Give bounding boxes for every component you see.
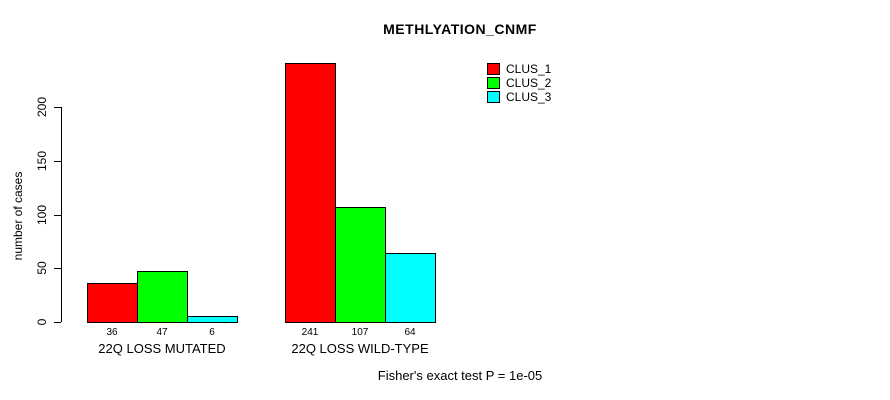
legend-swatch-icon bbox=[487, 77, 500, 89]
bar-clus_2-2 bbox=[335, 206, 386, 323]
legend: CLUS_1 CLUS_2 CLUS_3 bbox=[487, 62, 551, 104]
legend-row: CLUS_3 bbox=[487, 90, 551, 104]
y-axis-tick bbox=[54, 214, 61, 216]
y-axis-tick bbox=[54, 160, 61, 162]
legend-label: CLUS_3 bbox=[506, 90, 552, 104]
bar-value-label: 36 bbox=[106, 327, 118, 338]
y-axis-tick bbox=[54, 107, 61, 108]
bar-value-label: 107 bbox=[351, 327, 369, 338]
y-axis-label: number of cases bbox=[11, 171, 25, 261]
bar-clus_3-2 bbox=[385, 253, 436, 323]
y-axis-tick-label: 50 bbox=[35, 261, 49, 275]
bar-value-label: 64 bbox=[404, 327, 416, 338]
y-axis-tick-label: 200 bbox=[35, 96, 49, 118]
legend-swatch-icon bbox=[487, 91, 500, 103]
bar-clus_2-1 bbox=[137, 271, 188, 323]
legend-row: CLUS_2 bbox=[487, 76, 551, 90]
bar-clus_3-1 bbox=[187, 315, 238, 323]
category-label: 22Q LOSS WILD-TYPE bbox=[291, 341, 429, 356]
bar-value-label: 6 bbox=[209, 327, 215, 338]
y-axis-tick-label: 0 bbox=[35, 318, 49, 326]
category-label: 22Q LOSS MUTATED bbox=[98, 341, 226, 356]
legend-swatch-icon bbox=[487, 63, 500, 75]
bar-clus_1-1 bbox=[87, 283, 138, 323]
y-axis-line bbox=[61, 107, 62, 322]
bar-clus_1-2 bbox=[285, 62, 336, 323]
legend-row: CLUS_1 bbox=[487, 62, 551, 76]
chart-title: METHLYATION_CNMF bbox=[383, 21, 537, 37]
legend-label: CLUS_2 bbox=[506, 76, 552, 90]
annotation-text: Fisher's exact test P = 1e-05 bbox=[377, 368, 543, 383]
y-axis-tick bbox=[54, 322, 61, 323]
bar-value-label: 241 bbox=[301, 327, 319, 338]
bar-value-label: 47 bbox=[156, 327, 168, 338]
y-axis-tick bbox=[54, 268, 61, 270]
legend-label: CLUS_1 bbox=[506, 62, 552, 76]
y-axis-tick-label: 150 bbox=[35, 150, 49, 171]
y-axis-tick-label: 100 bbox=[35, 204, 49, 225]
